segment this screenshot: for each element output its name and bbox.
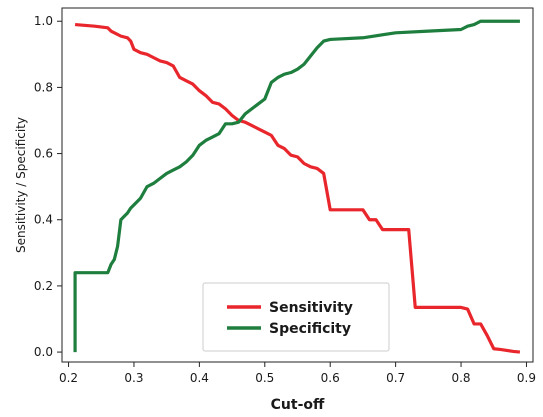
legend-box [202,282,390,352]
series-line-sensitivity [74,22,521,354]
y-tick-label: 1.0 [34,14,53,28]
x-axis-label: Cut-off [271,397,325,413]
x-tick-label: 0.8 [451,371,470,385]
legend: Sensitivity Specificity [202,282,390,352]
legend-label-specificity: Specificity [269,321,351,337]
x-tick-label: 0.5 [255,371,274,385]
y-tick-label: 0.4 [34,213,53,227]
x-axis-ticks: 0.2 0.3 0.4 0.5 0.6 0.7 0.8 0.9 [59,362,536,385]
y-tick-label: 0.6 [34,147,53,161]
x-tick-label: 0.3 [124,371,143,385]
x-tick-label: 0.4 [190,371,209,385]
x-tick-label: 0.7 [386,371,405,385]
y-tick-label: 0.2 [34,279,53,293]
x-tick-label: 0.9 [517,371,536,385]
y-axis-ticks: 0.0 0.2 0.4 0.6 0.8 1.0 [34,14,62,359]
y-tick-label: 0.8 [34,80,53,94]
y-tick-label: 0.0 [34,345,53,359]
y-axis-label: Sensitivity / Specificity [14,117,28,253]
plot-frame [61,7,534,363]
series-line-specificity [73,19,520,353]
x-tick-label: 0.2 [59,371,78,385]
x-tick-label: 0.6 [321,371,340,385]
legend-label-sensitivity: Sensitivity [269,300,353,316]
series-layer [73,19,521,354]
plot-border [61,7,534,363]
